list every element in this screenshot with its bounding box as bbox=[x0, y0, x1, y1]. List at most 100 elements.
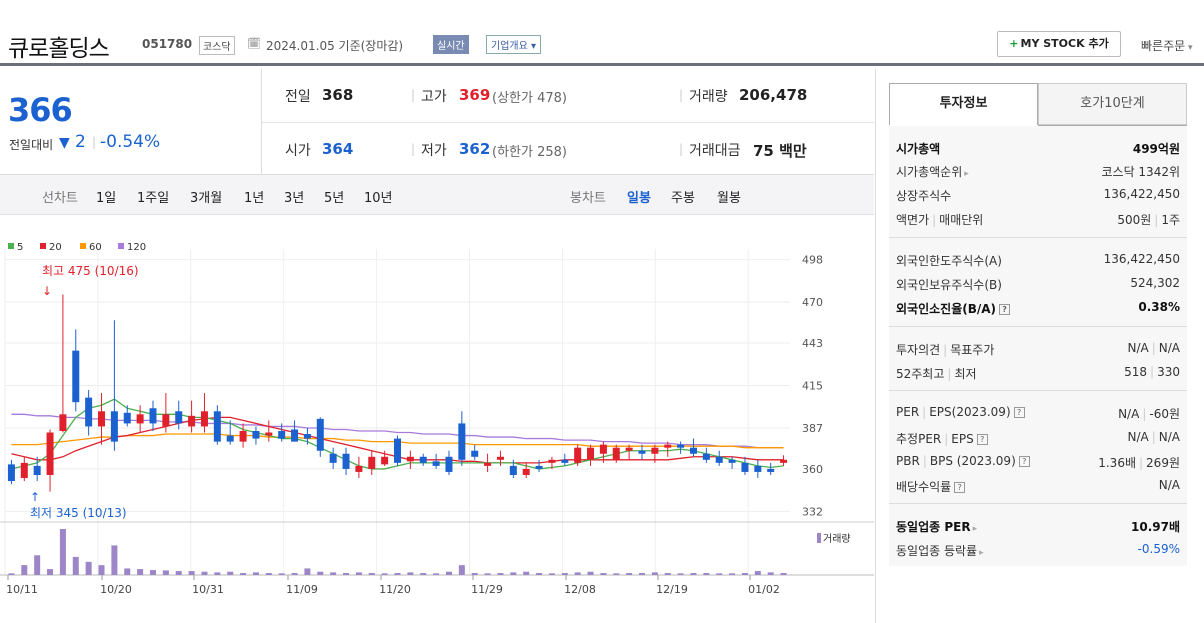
legend-swatch bbox=[40, 243, 46, 249]
company-overview-button[interactable]: 기업개요 ▾ bbox=[486, 35, 542, 54]
candle-body bbox=[226, 435, 234, 442]
volume-bar bbox=[34, 555, 41, 575]
volume-bar bbox=[639, 573, 646, 575]
candle-body bbox=[522, 468, 530, 475]
volume-bar bbox=[355, 572, 362, 575]
tab-10year[interactable]: 10년 bbox=[364, 191, 393, 206]
legend-swatch bbox=[8, 243, 14, 249]
upper-limit: (상한가 478) bbox=[492, 91, 567, 106]
volume-bar bbox=[227, 571, 234, 575]
volume-bar bbox=[291, 573, 298, 575]
volume-bar bbox=[471, 573, 478, 575]
legend-label: 60 bbox=[89, 242, 102, 253]
candle-body bbox=[458, 423, 466, 460]
quick-order-button[interactable]: 빠른주문 ▾ bbox=[1141, 37, 1193, 54]
candle-body bbox=[200, 411, 208, 427]
low-label: 저가 bbox=[421, 143, 447, 159]
dividend-label: 배당수익률? bbox=[896, 478, 966, 495]
divider bbox=[889, 390, 1187, 391]
high-annotation: 최고 475 (10/16) bbox=[42, 264, 139, 278]
help-icon[interactable]: ? bbox=[1013, 407, 1025, 418]
y-tick-label: 498 bbox=[802, 254, 823, 267]
opinion-label: 투자의견 | 목표주가 bbox=[896, 341, 994, 358]
volume-bar bbox=[510, 572, 517, 575]
volume-bar bbox=[85, 561, 92, 575]
candle-body bbox=[20, 462, 28, 479]
open-label: 시가 bbox=[285, 143, 311, 159]
tab-monthly[interactable]: 월봉 bbox=[717, 191, 741, 206]
candle-body bbox=[638, 450, 646, 454]
legend-swatch bbox=[80, 243, 86, 249]
change-percent: -0.54% bbox=[100, 132, 161, 152]
52w-low-text: 최저 bbox=[954, 367, 977, 381]
low-arrow-icon: ↑ bbox=[30, 490, 40, 504]
sector-per-label[interactable]: 동일업종 PER ▸ bbox=[896, 518, 977, 535]
chevron-right-icon: ▸ bbox=[964, 169, 969, 179]
tab-order-book[interactable]: 호가10단계 bbox=[1038, 83, 1187, 125]
volume-bar bbox=[703, 573, 710, 575]
candlestick-chart[interactable]: 498 470 443 415 387 360 332 5 20 60 120 최고 475 (10/… bbox=[0, 237, 874, 623]
my-stock-label: MY STOCK 추가 bbox=[1020, 37, 1109, 50]
candle-body bbox=[342, 453, 350, 469]
candle-body bbox=[625, 447, 633, 451]
market-cap-rank-value: 코스닥 1342위 bbox=[1101, 165, 1180, 179]
dividend-text: 배당수익률 bbox=[896, 480, 952, 494]
y-tick-label: 443 bbox=[802, 337, 823, 350]
info-box bbox=[889, 126, 1187, 566]
candle-body bbox=[509, 465, 517, 475]
help-icon[interactable]: ? bbox=[1018, 456, 1030, 467]
x-tick-label: 01/02 bbox=[748, 583, 780, 596]
volume-bar bbox=[677, 573, 684, 575]
pbr-value: 1.36배 | 269원 bbox=[1098, 454, 1180, 471]
divider: | bbox=[1142, 407, 1147, 421]
tab-1day[interactable]: 1일 bbox=[96, 191, 117, 206]
x-tick-label: 10/31 bbox=[192, 583, 224, 596]
volume-bar bbox=[21, 565, 28, 575]
help-icon[interactable]: ? bbox=[954, 482, 966, 493]
divider: | bbox=[944, 432, 949, 446]
volume-bar bbox=[600, 573, 607, 575]
foreign-ratio-value: 0.38% bbox=[1138, 300, 1180, 314]
help-icon[interactable]: ? bbox=[976, 434, 988, 445]
volume-bar bbox=[265, 573, 272, 575]
candle-body bbox=[432, 461, 440, 466]
tab-1year[interactable]: 1년 bbox=[244, 191, 265, 206]
price-panel: 366 전일대비 ▼ 2 | -0.54% 전일 368 | 고가 369 (상… bbox=[0, 69, 874, 175]
quick-order-label: 빠른주문 bbox=[1141, 39, 1186, 53]
tab-5year[interactable]: 5년 bbox=[324, 191, 345, 206]
tab-3year[interactable]: 3년 bbox=[284, 191, 305, 206]
stock-name: 큐로홀딩스 bbox=[8, 36, 110, 62]
help-icon[interactable]: ? bbox=[999, 304, 1011, 315]
tab-1week[interactable]: 1주일 bbox=[137, 191, 170, 206]
volume-bar bbox=[175, 571, 182, 575]
volume-bar bbox=[394, 573, 401, 575]
tab-3month[interactable]: 3개월 bbox=[190, 191, 223, 206]
realtime-button[interactable]: 실시간 bbox=[433, 35, 469, 54]
tab-weekly[interactable]: 주봉 bbox=[671, 191, 695, 206]
sector-change-label[interactable]: 동일업종 등락률 ▸ bbox=[896, 542, 984, 559]
basis-date: 2024.01.05 기준(장마감) bbox=[266, 37, 403, 54]
52w-high-text: 52주최고 bbox=[896, 367, 945, 381]
candle-body bbox=[471, 450, 479, 457]
my-stock-add-button[interactable]: + MY STOCK 추가 bbox=[997, 31, 1121, 57]
tab-daily[interactable]: 일봉 bbox=[627, 191, 651, 206]
volume-bar bbox=[497, 573, 504, 575]
volume-bar bbox=[137, 569, 144, 575]
amount-value: 75 백만 bbox=[753, 142, 807, 160]
candle-body bbox=[188, 415, 196, 427]
volume-bar bbox=[59, 529, 66, 575]
volume-bar bbox=[754, 571, 761, 575]
market-cap-rank-label[interactable]: 시가총액순위 ▸ bbox=[896, 163, 969, 180]
52w-label: 52주최고 | 최저 bbox=[896, 365, 977, 382]
tab-invest-info[interactable]: 투자정보 bbox=[889, 83, 1038, 125]
pbr-label: PBR | BPS (2023.09)? bbox=[896, 454, 1030, 468]
candle-body bbox=[98, 411, 106, 427]
volume-bar bbox=[304, 568, 311, 575]
candle-body bbox=[445, 456, 453, 472]
x-tick-label: 10/20 bbox=[100, 583, 132, 596]
volume-bar bbox=[214, 572, 221, 575]
volume-bar bbox=[716, 573, 723, 575]
52w-value: 518 | 330 bbox=[1124, 365, 1180, 379]
candle-body bbox=[587, 447, 595, 460]
